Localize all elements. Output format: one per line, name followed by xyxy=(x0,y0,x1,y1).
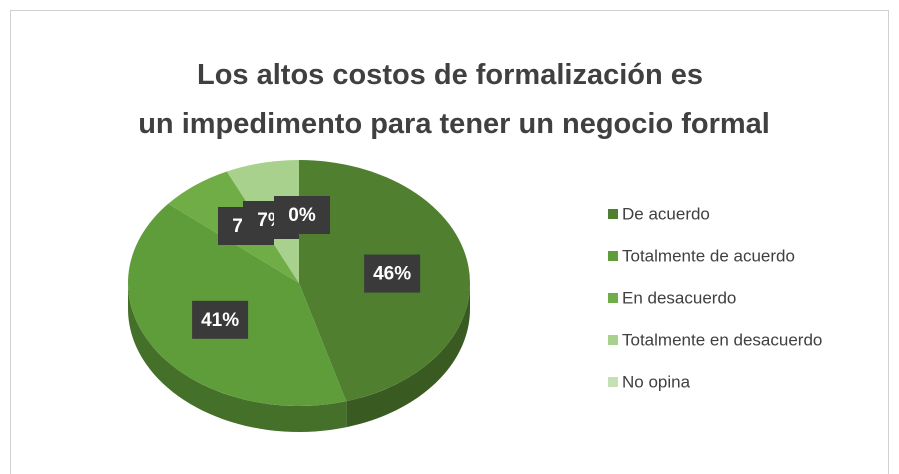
value-label: 41% xyxy=(201,310,239,331)
slice-side xyxy=(346,283,470,428)
legend-swatch xyxy=(608,377,618,387)
legend-swatch xyxy=(608,251,618,261)
value-label: 46% xyxy=(373,264,411,285)
legend-label: En desacuerdo xyxy=(622,288,736,307)
legend-swatch xyxy=(608,293,618,303)
legend-swatch xyxy=(608,209,618,219)
legend-swatch xyxy=(608,335,618,345)
legend-label: Totalmente en desacuerdo xyxy=(622,330,822,349)
value-label-box xyxy=(192,300,249,339)
legend-label: Totalmente de acuerdo xyxy=(622,246,795,265)
legend-label: No opina xyxy=(622,372,691,391)
value-label-box xyxy=(274,196,330,234)
value-label: 0% xyxy=(288,205,316,226)
value-label-box xyxy=(364,254,421,293)
legend-label: De acuerdo xyxy=(622,204,710,223)
slice-side xyxy=(128,283,347,432)
chart-title: Los altos costos de formalización es un … xyxy=(130,59,770,140)
